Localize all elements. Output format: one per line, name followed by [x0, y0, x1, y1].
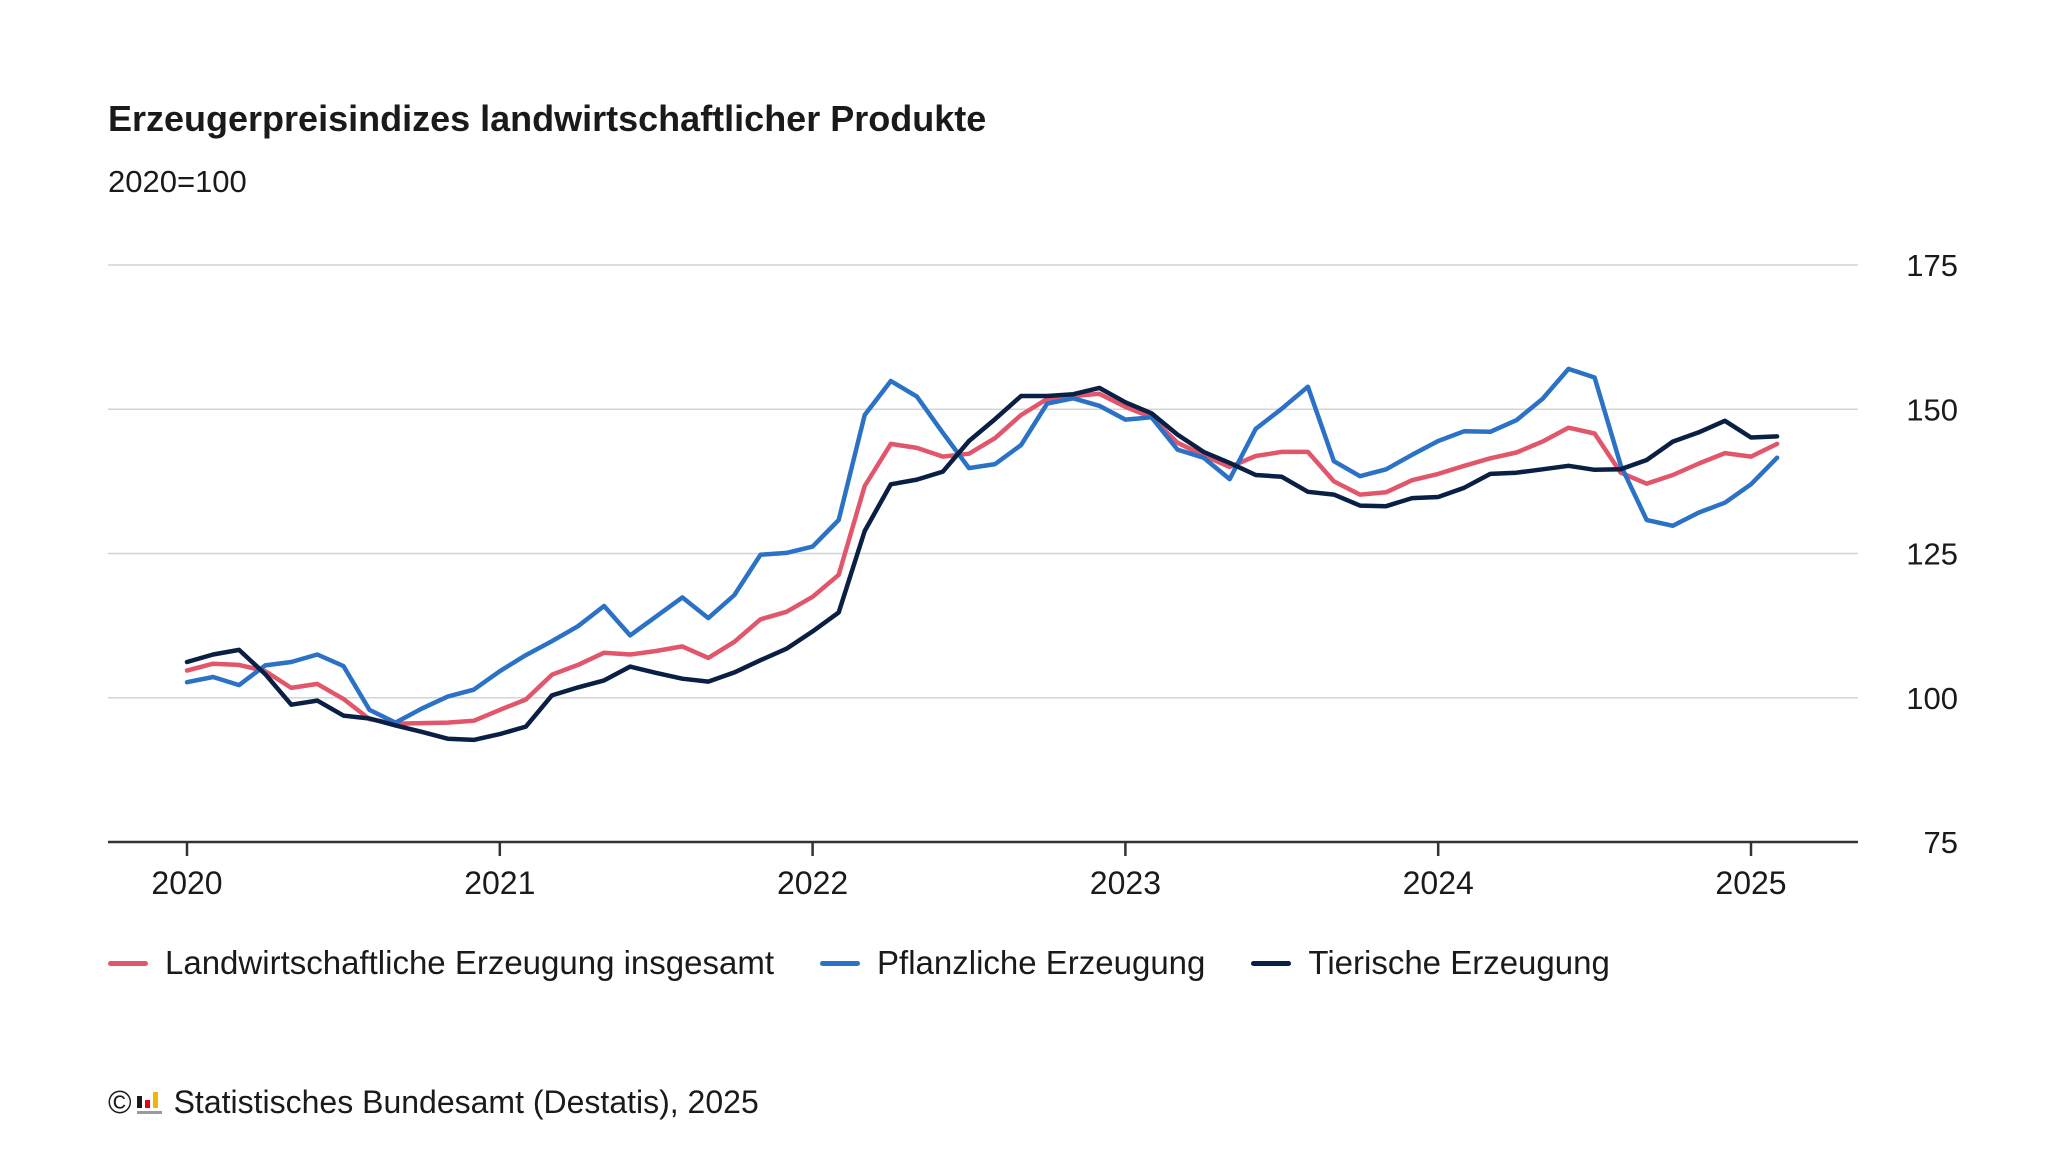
chart-subtitle: 2020=100 [108, 164, 247, 199]
legend-label-gesamt: Landwirtschaftliche Erzeugung insgesamt [165, 944, 775, 981]
x-tick-label-2022: 2022 [777, 865, 848, 901]
chart-legend: Landwirtschaftliche Erzeugung insgesamt … [108, 944, 1656, 982]
series-line-tierisch [184, 385, 1780, 743]
y-tick-label-150: 150 [1906, 392, 1958, 427]
legend-item-gesamt[interactable]: Landwirtschaftliche Erzeugung insgesamt [108, 944, 774, 982]
legend-swatch-pflanzlich [820, 960, 861, 966]
x-tick-label-2021: 2021 [464, 865, 535, 901]
series-line-gesamt [184, 391, 1780, 726]
legend-item-tierisch[interactable]: Tierische Erzeugung [1251, 944, 1610, 982]
legend-item-pflanzlich[interactable]: Pflanzliche Erzeugung [820, 944, 1205, 982]
x-tick-label-2024: 2024 [1403, 865, 1474, 901]
source-footer: © Statistisches Bundesamt (Destatis), 20… [108, 1084, 759, 1121]
source-text: Statistisches Bundesamt (Destatis), 2025 [173, 1084, 759, 1120]
series-line-pflanzlich [184, 366, 1780, 725]
copyright-symbol: © [108, 1084, 132, 1120]
legend-swatch-tierisch [1251, 960, 1292, 966]
y-tick-label-175: 175 [1906, 248, 1958, 283]
y-tick-label-100: 100 [1906, 681, 1958, 716]
y-tick-label-75: 75 [1924, 825, 1958, 860]
x-tick-label-2020: 2020 [151, 865, 222, 901]
legend-label-pflanzlich: Pflanzliche Erzeugung [877, 944, 1206, 981]
legend-swatch-gesamt [108, 960, 148, 966]
legend-label-tierisch: Tierische Erzeugung [1308, 944, 1610, 981]
x-tick-label-2025: 2025 [1715, 865, 1786, 901]
chart-title: Erzeugerpreisindizes landwirtschaftliche… [108, 98, 987, 139]
destatis-logo-icon [136, 1091, 162, 1114]
x-tick-label-2023: 2023 [1090, 865, 1161, 901]
y-tick-label-125: 125 [1906, 537, 1958, 572]
